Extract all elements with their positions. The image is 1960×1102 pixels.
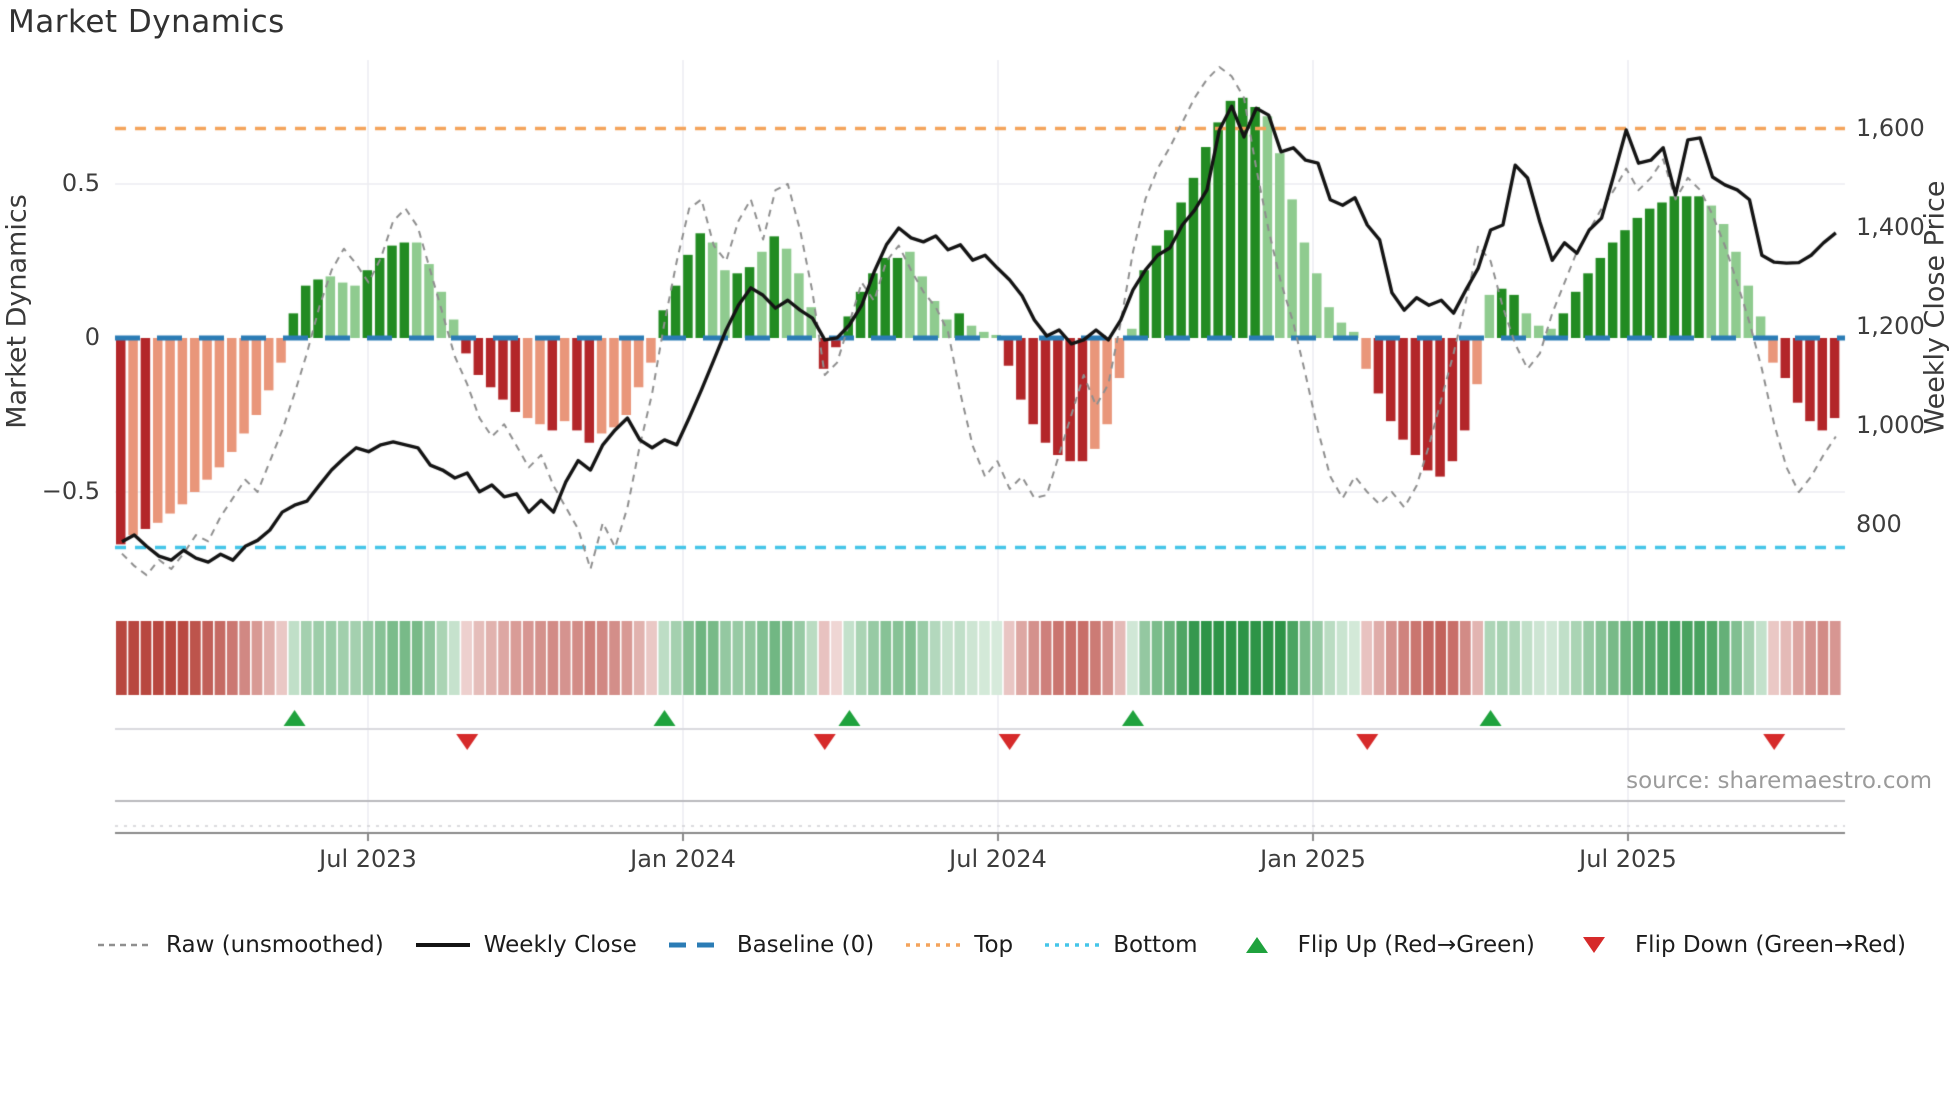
legend-item: Bottom (1043, 932, 1198, 958)
legend-label: Top (974, 932, 1014, 958)
legend-marker-tri-down-icon (1582, 937, 1605, 953)
source-credit: source: sharemaestro.com (1626, 768, 1932, 794)
y-tick-label-right: 1,600 (1856, 114, 1925, 142)
y-tick-label-right: 1,400 (1856, 213, 1925, 241)
legend-marker-longdash-icon (668, 942, 723, 948)
legend-marker-solid-icon (415, 943, 470, 947)
left-axis-title: Market Dynamics (1, 194, 33, 429)
legend-label: Flip Down (Green→Red) (1634, 932, 1906, 958)
legend-item: Baseline (0) (667, 932, 874, 958)
legend: Raw (unsmoothed) Weekly Close Baseline (0)… (96, 932, 1906, 958)
legend-label: Bottom (1113, 932, 1198, 958)
y-tick-label-left: 0 (84, 323, 100, 351)
legend-marker-dot-icon (1045, 943, 1100, 947)
x-tick-label: Jul 2025 (1579, 845, 1677, 873)
y-tick-label-right: 1,000 (1856, 411, 1925, 439)
y-tick-label-left: 0.5 (61, 169, 100, 197)
legend-item: Flip Down (Green→Red) (1565, 932, 1906, 958)
right-axis-title: Weekly Close Price (1919, 180, 1951, 435)
x-tick-label: Jul 2024 (949, 845, 1047, 873)
page-title: Market Dynamics (8, 4, 285, 40)
legend-label: Flip Up (Red→Green) (1297, 932, 1535, 958)
legend-item: Flip Up (Red→Green) (1228, 932, 1535, 958)
legend-label: Weekly Close (483, 932, 637, 958)
legend-item: Top (904, 932, 1013, 958)
legend-label: Raw (unsmoothed) (166, 932, 384, 958)
legend-item: Weekly Close (414, 932, 637, 958)
x-tick-label: Jan 2025 (1260, 845, 1366, 873)
y-tick-label-right: 1,200 (1856, 312, 1925, 340)
y-tick-label-left: −0.5 (41, 477, 100, 505)
x-tick-label: Jul 2023 (319, 845, 417, 873)
legend-marker-dash-icon (98, 943, 152, 947)
legend-marker-dot-icon (906, 943, 961, 947)
legend-label: Baseline (0) (736, 932, 875, 958)
legend-marker-tri-up-icon (1245, 937, 1268, 953)
y-tick-label-right: 800 (1856, 510, 1902, 538)
legend-item: Raw (unsmoothed) (96, 932, 384, 958)
x-tick-label: Jan 2024 (630, 845, 736, 873)
